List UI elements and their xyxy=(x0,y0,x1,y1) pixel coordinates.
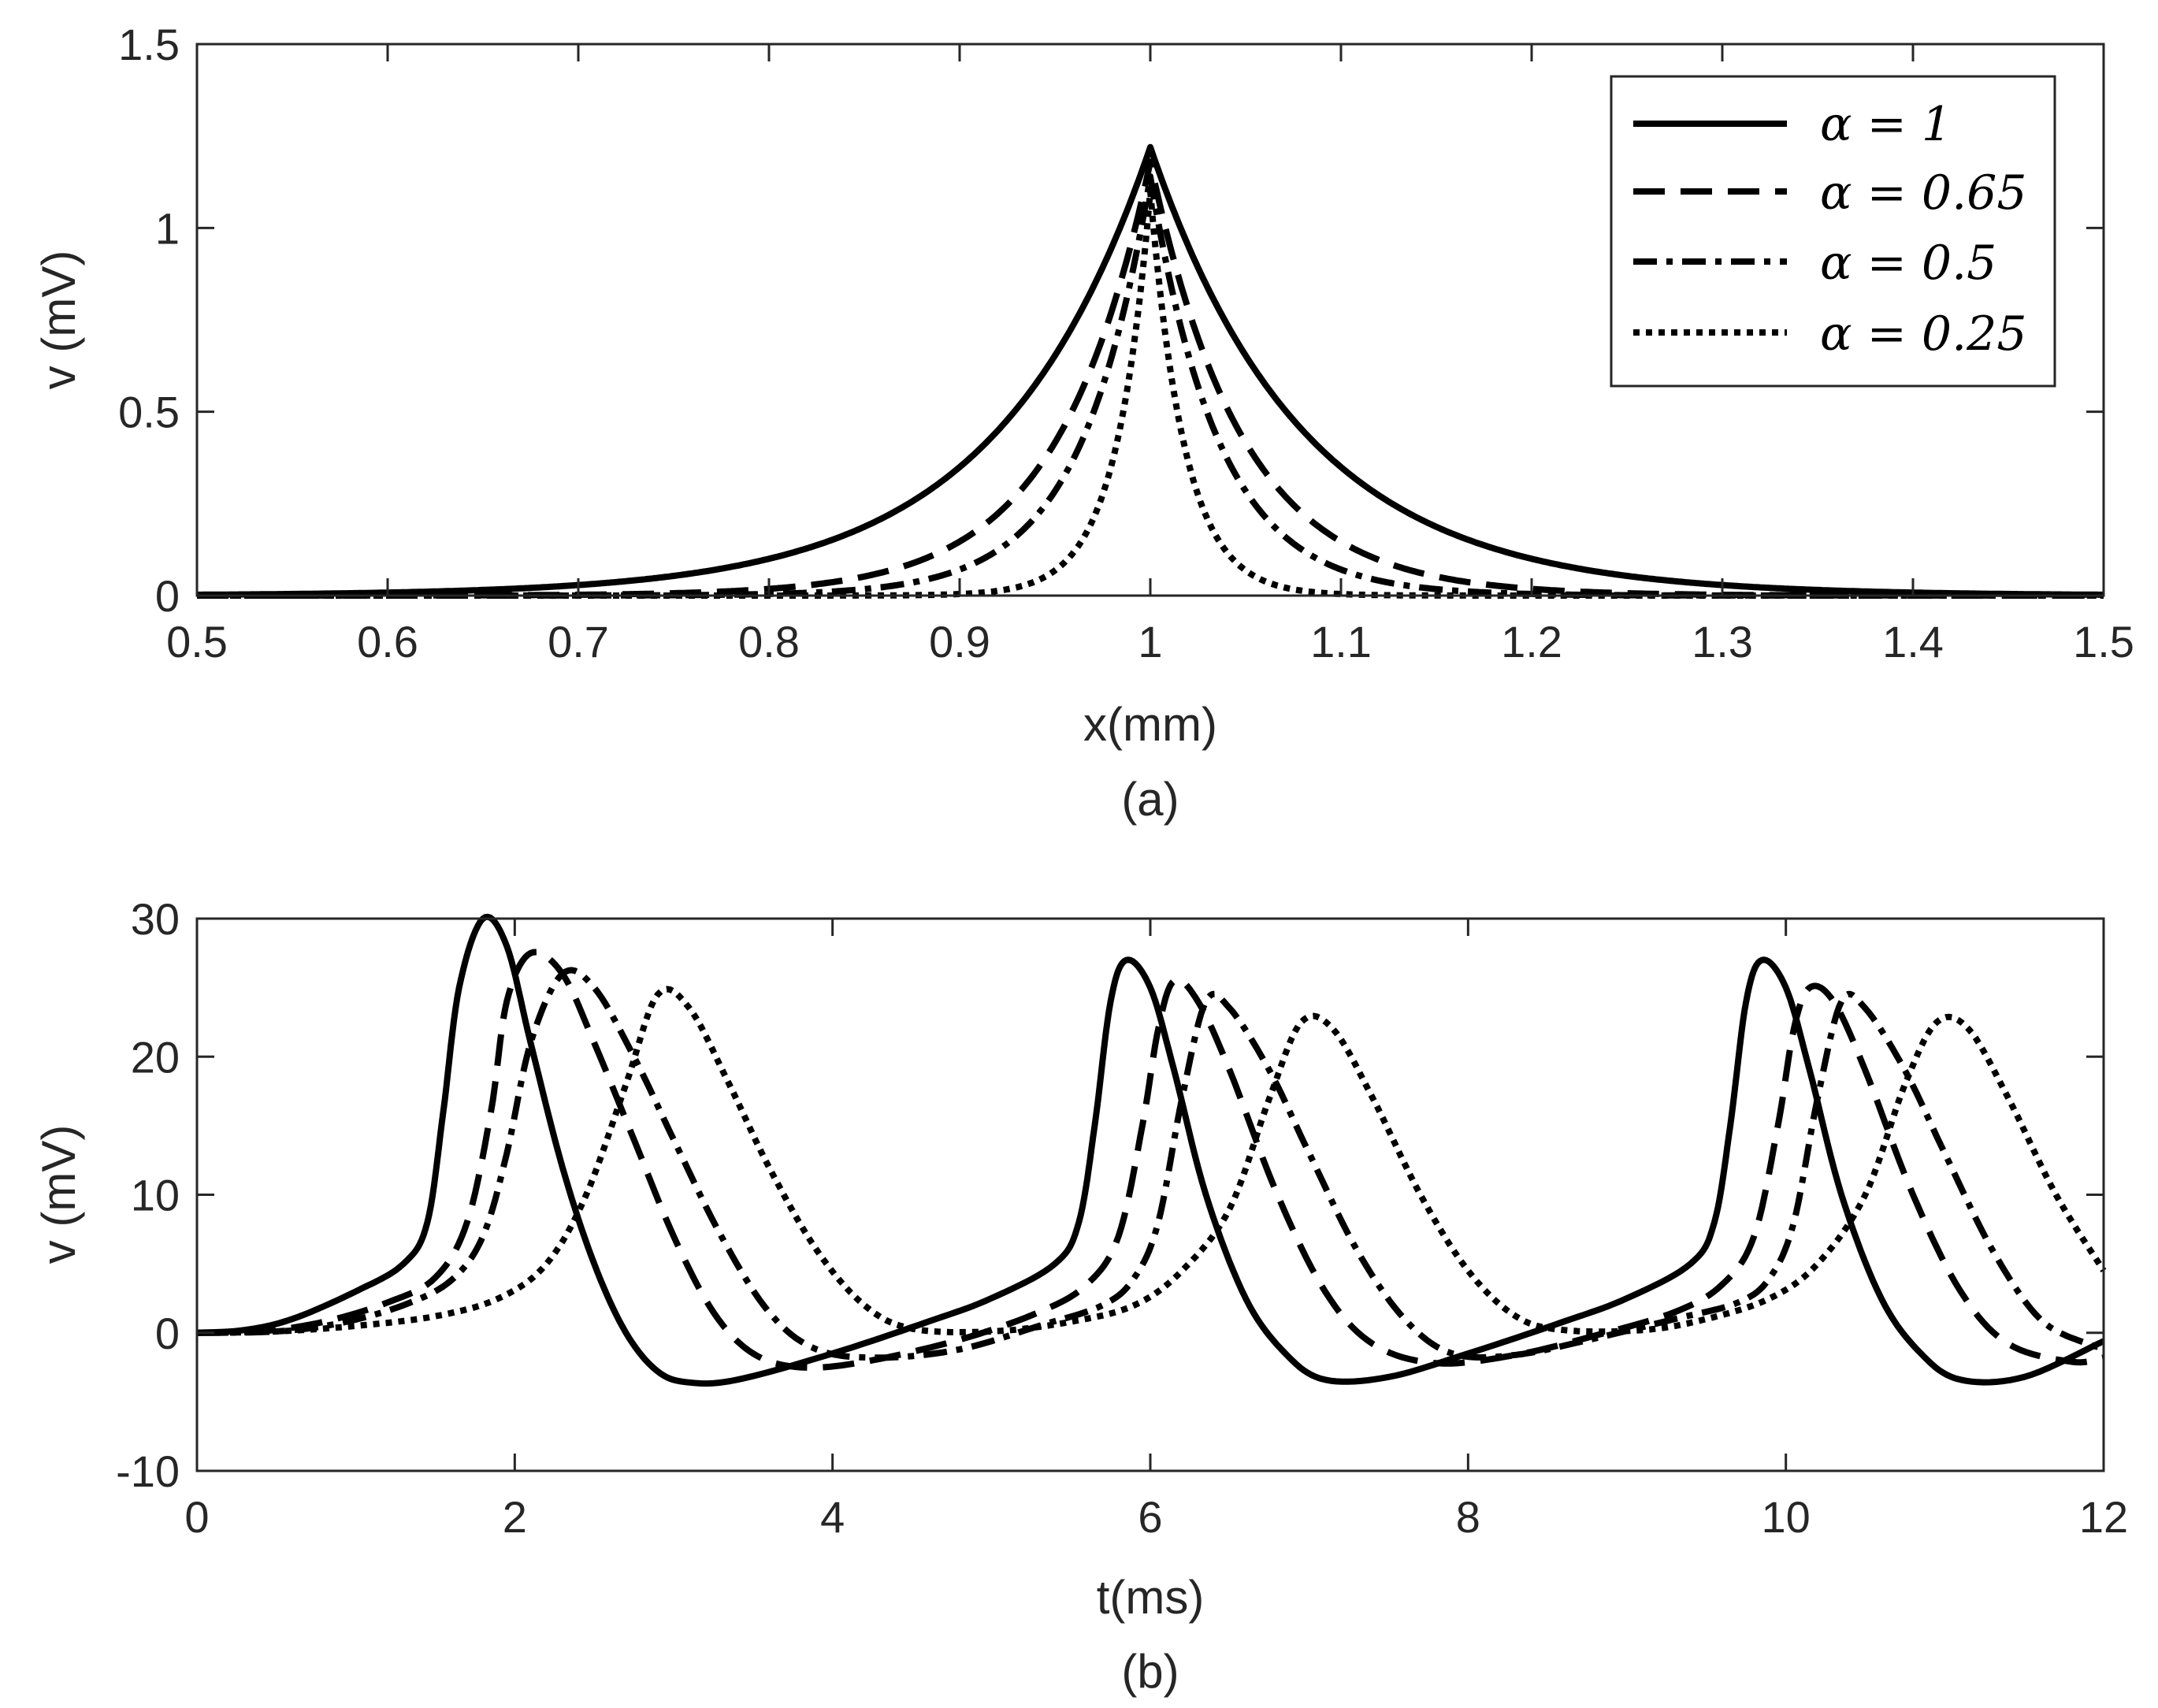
series-line-solid xyxy=(196,143,2104,598)
legend: α = 1 α = 0.65 α = 0.5 α = 0.25 xyxy=(1610,75,2056,388)
x-tick-label: 0.9 xyxy=(929,617,990,666)
x-tick-label: 0.5 xyxy=(166,617,228,666)
x-tick-label: 0.6 xyxy=(357,617,418,666)
x-tick-label: 1.3 xyxy=(1692,617,1753,666)
x-tick-label: 0.8 xyxy=(738,617,800,666)
panel-a: 0.5 0.6 0.7 0.8 0.9 1 1.1 1.2 1.3 1.4 1.500.511.5 … xyxy=(32,20,2134,826)
x-tick-label: 1.4 xyxy=(1882,617,1944,666)
panel-b-xlabel: t(ms) xyxy=(1097,1571,1205,1624)
panel-a-ticks: 0.5 0.6 0.7 0.8 0.9 1 1.1 1.2 1.3 1.4 1.500.511.5 xyxy=(118,20,2134,666)
panel-b-plot-area xyxy=(197,919,2104,1471)
x-tick-label: 2 xyxy=(503,1492,527,1542)
series-line-dashdot xyxy=(196,173,2104,599)
y-tick-label: 30 xyxy=(131,894,180,944)
x-tick-label: 1.5 xyxy=(2073,617,2134,666)
x-tick-label: 12 xyxy=(2079,1492,2128,1542)
x-tick-label: 4 xyxy=(820,1492,845,1542)
y-tick-label: 0.5 xyxy=(118,388,180,437)
panel-a-ylabel: v (mV) xyxy=(32,251,85,390)
series-line-dashdot xyxy=(196,967,2106,1361)
x-tick-label: 0 xyxy=(184,1492,209,1542)
x-tick-label: 6 xyxy=(1138,1492,1162,1542)
panel-b-caption: (b) xyxy=(1121,1645,1179,1698)
y-tick-label: 0 xyxy=(155,1309,180,1358)
legend-label-3: α = 0.5 xyxy=(1820,236,1996,291)
legend-label-4: α = 0.25 xyxy=(1820,306,2027,362)
y-tick-label: 10 xyxy=(131,1171,180,1220)
panel-a-caption: (a) xyxy=(1121,773,1179,826)
panel-b-curves xyxy=(196,913,2107,1387)
legend-label-2: α = 0.65 xyxy=(1820,165,2027,221)
series-line-solid xyxy=(196,913,2105,1387)
x-tick-label: 1 xyxy=(1138,617,1162,666)
legend-label-1: α = 1 xyxy=(1820,97,1952,152)
x-tick-label: 10 xyxy=(1762,1492,1811,1542)
series-line-dotted xyxy=(196,986,2107,1336)
x-tick-label: 1.2 xyxy=(1501,617,1562,666)
y-tick-label: 0 xyxy=(155,571,180,621)
y-tick-label: 1.5 xyxy=(118,20,180,69)
x-tick-label: 0.7 xyxy=(548,617,609,666)
y-tick-label: 20 xyxy=(131,1032,180,1082)
series-line-dashed xyxy=(196,949,2105,1372)
panel-b-ylabel: v (mV) xyxy=(32,1125,85,1264)
y-tick-label: -10 xyxy=(116,1446,180,1496)
x-tick-label: 1.1 xyxy=(1310,617,1372,666)
panel-a-xlabel: x(mm) xyxy=(1083,698,1217,751)
x-tick-label: 8 xyxy=(1456,1492,1480,1542)
y-tick-label: 1 xyxy=(155,203,180,253)
